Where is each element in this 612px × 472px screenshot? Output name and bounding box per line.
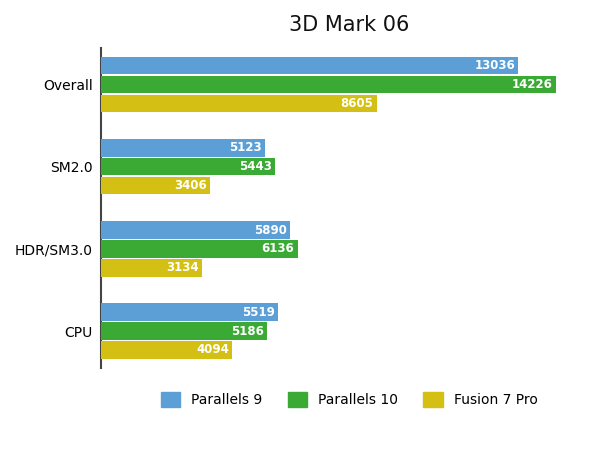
Bar	[102, 76, 556, 93]
Bar	[102, 139, 265, 157]
Bar	[102, 303, 278, 321]
Text: 13036: 13036	[474, 59, 515, 72]
Text: 3406: 3406	[174, 179, 207, 192]
Text: 4094: 4094	[196, 344, 229, 356]
Text: 5443: 5443	[239, 160, 272, 173]
Bar	[102, 322, 267, 340]
Text: 5186: 5186	[231, 325, 264, 337]
Bar	[102, 240, 297, 258]
Legend: Parallels 9, Parallels 10, Fusion 7 Pro: Parallels 9, Parallels 10, Fusion 7 Pro	[155, 386, 543, 413]
Text: 8605: 8605	[340, 97, 373, 110]
Text: 5890: 5890	[253, 224, 286, 236]
Text: 5519: 5519	[242, 306, 275, 319]
Bar	[102, 259, 201, 277]
Bar	[102, 57, 518, 75]
Text: 3134: 3134	[166, 261, 198, 274]
Text: 5123: 5123	[230, 142, 262, 154]
Bar	[102, 221, 289, 239]
Text: 6136: 6136	[261, 243, 294, 255]
Title: 3D Mark 06: 3D Mark 06	[289, 15, 409, 35]
Bar	[102, 95, 376, 112]
Bar	[102, 177, 211, 194]
Bar	[102, 341, 232, 359]
Text: 14226: 14226	[512, 78, 553, 91]
Bar	[102, 158, 275, 176]
